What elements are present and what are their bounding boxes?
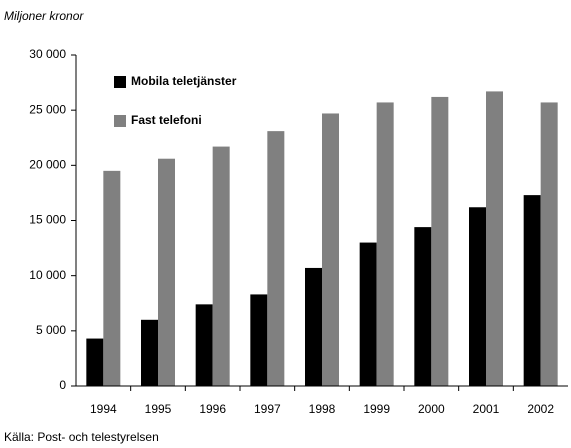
x-tick-label: 2000 — [418, 402, 445, 416]
x-tick-label: 1999 — [363, 402, 390, 416]
legend-label: Fast telefoni — [131, 113, 202, 127]
bar — [250, 294, 268, 386]
source: Källa: Post- och telestyrelsen — [4, 430, 159, 444]
bar — [431, 96, 449, 386]
x-tick-label: 1997 — [254, 402, 281, 416]
bar — [414, 227, 432, 386]
y-tick-label: 25 000 — [29, 102, 66, 116]
legend-swatch — [114, 115, 126, 127]
y-tick-label: 30 000 — [29, 47, 66, 61]
bar — [540, 102, 558, 387]
x-tick-label: 2002 — [527, 402, 554, 416]
x-tick-label: 2001 — [473, 402, 500, 416]
bar — [322, 113, 339, 386]
axis-unit: Miljoner kronor — [4, 9, 84, 23]
x-tick-label: 1995 — [145, 402, 172, 416]
bar — [141, 319, 158, 386]
y-tick-label: 0 — [59, 378, 66, 392]
bar — [305, 267, 322, 386]
bar — [523, 195, 541, 386]
legend-swatch — [114, 76, 126, 88]
legend-label: Mobila teletjänster — [131, 74, 237, 88]
y-tick-label: 15 000 — [29, 213, 66, 227]
y-tick-label: 20 000 — [29, 158, 66, 172]
bar — [359, 242, 377, 386]
bar — [158, 158, 175, 386]
x-tick-label: 1994 — [90, 402, 117, 416]
bar — [195, 304, 213, 386]
bar — [486, 91, 503, 386]
bar — [86, 338, 104, 386]
bar — [212, 146, 230, 386]
y-tick-label: 5 000 — [36, 323, 66, 337]
bar — [103, 170, 121, 386]
bar — [376, 102, 394, 387]
x-tick-label: 1998 — [309, 402, 336, 416]
bar — [267, 131, 285, 386]
y-tick-label: 10 000 — [29, 268, 66, 282]
bar — [469, 207, 486, 386]
x-tick-label: 1996 — [199, 402, 226, 416]
